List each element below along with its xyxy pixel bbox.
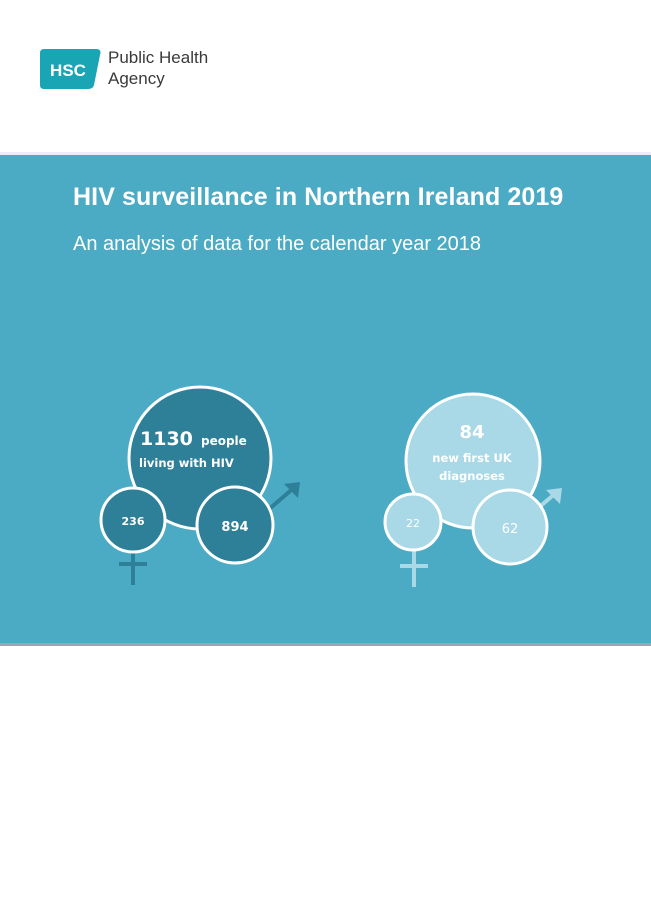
hsc-logo: HSC Public Health Agency — [38, 45, 238, 95]
diagnoses-male-circle — [471, 488, 549, 566]
living-female-value: 236 — [122, 515, 145, 528]
living-with-hiv-group: 1130 people living with HIV 236 894 — [99, 385, 300, 585]
hiv-infographic: 1130 people living with HIV 236 894 — [99, 385, 562, 587]
report-title: HIV surveillance in Northern Ireland 201… — [73, 183, 564, 211]
female-symbol-icon — [400, 549, 428, 587]
living-total-label1: people — [201, 434, 247, 448]
diagnoses-female-circle — [383, 492, 443, 552]
logo-mark-text: HSC — [50, 61, 86, 80]
hsc-logo-mark: HSC — [40, 49, 101, 89]
logo-org-line1: Public Health — [108, 48, 209, 67]
living-total-value: 1130 — [140, 428, 193, 450]
diagnoses-total-label2: diagnoses — [439, 469, 505, 483]
cover-banner: HIV surveillance in Northern Ireland 201… — [0, 152, 651, 644]
new-diagnoses-group: 84 new first UK diagnoses 22 62 — [383, 392, 562, 587]
logo-org-name: Public Health Agency — [108, 47, 208, 89]
diagnoses-female-value: 22 — [406, 517, 420, 530]
diagnoses-total-value: 84 — [459, 422, 484, 443]
living-female-circle — [99, 486, 167, 554]
male-symbol-icon — [266, 482, 300, 512]
living-total-line: 1130 people — [140, 428, 247, 450]
diagnoses-total-label1: new first UK — [432, 451, 512, 465]
living-male-circle — [195, 485, 275, 565]
living-male-value: 894 — [221, 520, 248, 535]
banner-divider — [0, 643, 651, 646]
living-total-label2: living with HIV — [139, 456, 234, 470]
diagnoses-male-value: 62 — [502, 522, 519, 537]
report-subtitle: An analysis of data for the calendar yea… — [73, 233, 482, 255]
logo-org-line2: Agency — [108, 69, 165, 88]
